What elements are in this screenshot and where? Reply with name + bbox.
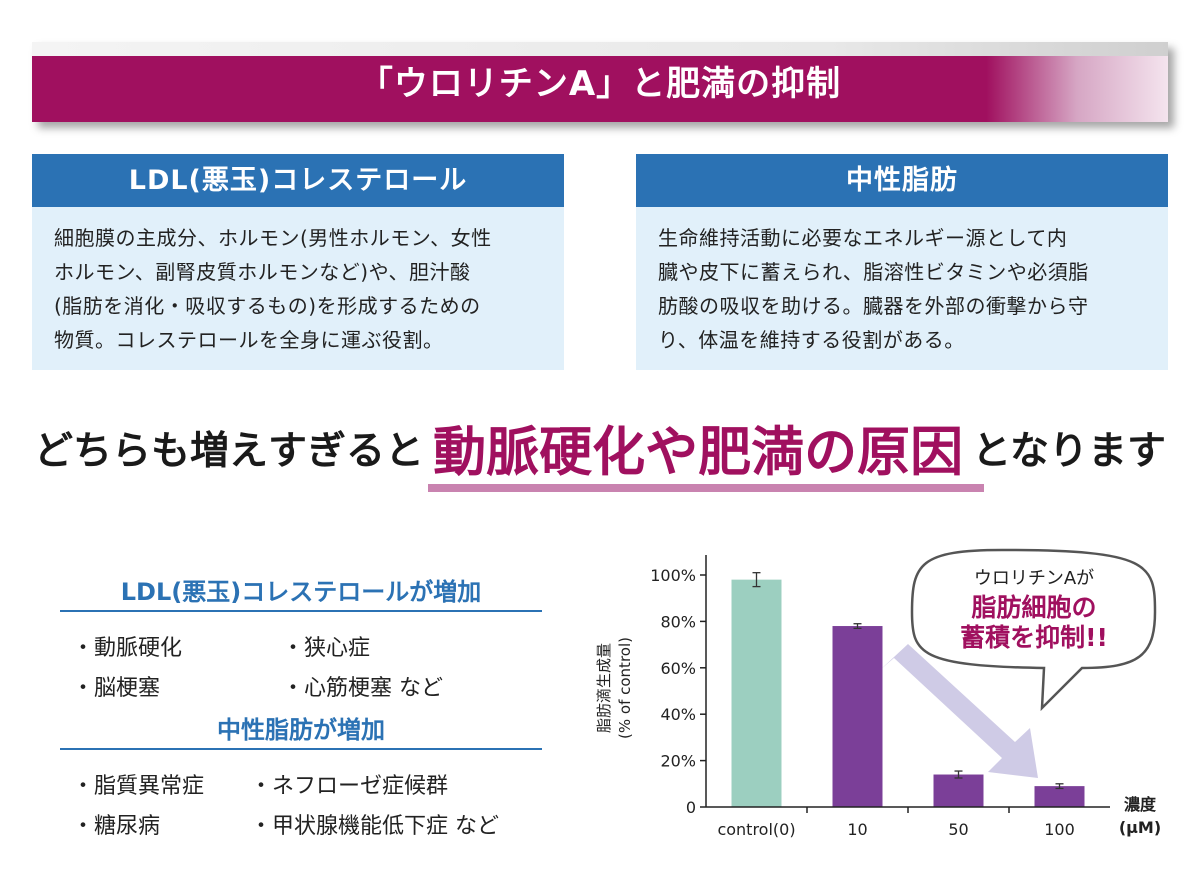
callout-line1: ウロリチンAが [974,568,1094,589]
bar [933,774,984,807]
ldl-box-line: (脂肪を消化・吸収するもの)を形成するための [54,294,481,318]
bar [832,626,883,807]
x-tick-label: 50 [948,820,968,839]
list-item: ・脳梗塞 [72,676,161,701]
x-axis-label-line2: (μM) [1119,818,1161,837]
x-axis: control(0) 10 50 100 [706,806,1110,839]
headline-underline [428,484,984,492]
list-item: ・狭心症 [282,636,371,661]
triglyceride-box-line: 肪酸の吸収を助ける。臓器を外部の衝撃から守 [658,294,1089,318]
callout-line2: 脂肪細胞の [971,593,1096,622]
triglyceride-box-line: 臓や皮下に蓄えられ、脂溶性ビタミンや必須脂 [658,260,1089,284]
triglyceride-box-line: り、体温を維持する役割がある。 [658,328,965,352]
bar [731,579,782,807]
ldl-increase-title: LDL(悪玉)コレステロールが増加 [120,578,482,606]
ldl-section-rule [60,610,542,612]
ldl-info-box: LDL(悪玉)コレステロール 細胞膜の主成分、ホルモン(男性ホルモン、女性 ホル… [32,154,564,370]
y-tick-label: 20% [660,752,696,771]
list-item: ・ネフローゼ症候群 [250,774,449,799]
triglyceride-increase-title: 中性脂肪が増加 [217,716,385,744]
ldl-box-heading: LDL(悪玉)コレステロール [32,154,564,207]
ldl-box-line: 物質。コレステロールを全身に運ぶ役割。 [54,328,444,352]
banner-title: 「ウロリチンA」と肥満の抑制 [358,64,842,104]
triglyceride-info-box: 中性脂肪 生命維持活動に必要なエネルギー源として内 臓や皮下に蓄えられ、脂溶性ビ… [636,154,1168,370]
headline-emphasis: 動脈硬化や肥満の原因 [433,422,964,483]
x-axis-label-line1: 濃度 [1124,795,1157,814]
list-item: ・動脈硬化 [72,636,183,661]
headline: どちらも増えすぎると 動脈硬化や肥満の原因 となります [0,410,1200,490]
y-axis-label-line1: 脂肪滴生成量 [595,643,613,733]
list-item: ・糖尿病 [72,814,161,839]
headline-before: どちらも増えすぎると [33,429,424,474]
list-item: ・脂質異常症 [72,774,205,799]
headline-after: となります [972,429,1167,474]
y-tick-label: 80% [660,612,696,631]
triglyceride-box-line: 生命維持活動に必要なエネルギー源として内 [658,226,1068,250]
x-tick-label: 10 [847,820,867,839]
y-axis-label-line2: (% of control) [616,637,634,739]
y-axis: 0 20% 40% 60% 80% 100% [650,555,707,817]
triglyceride-box-text: 生命維持活動に必要なエネルギー源として内 臓や皮下に蓄えられ、脂溶性ビタミンや必… [636,207,1168,357]
list-item: ・甲状腺機能低下症 など [250,814,499,839]
fat-droplet-chart: 0 20% 40% 60% 80% 100% control(0) 10 50 100 脂肪滴生… [595,548,1161,839]
ldl-box-line: ホルモン、副腎皮質ホルモンなど)や、胆汁酸 [54,260,471,284]
bar [1034,786,1085,807]
title-banner: 「ウロリチンA」と肥満の抑制 [32,42,1168,122]
y-tick-label: 0 [686,798,696,817]
bars-group [731,572,1085,807]
triglyceride-section-rule [60,748,542,750]
y-tick-label: 40% [660,705,696,724]
decrease-arrow [880,644,1038,778]
triglyceride-box-heading: 中性脂肪 [636,154,1168,207]
list-item: ・心筋梗塞 など [282,676,443,701]
x-tick-label: 100 [1044,820,1075,839]
callout-line3: 蓄積を抑制!! [960,623,1108,652]
y-tick-label: 60% [660,659,696,678]
y-tick-label: 100% [650,566,696,585]
banner-stripe [32,42,1168,56]
ldl-box-text: 細胞膜の主成分、ホルモン(男性ホルモン、女性 ホルモン、副腎皮質ホルモンなど)や… [32,207,564,357]
callout-bubble [910,548,1157,712]
x-tick-label: control(0) [717,820,795,839]
ldl-box-line: 細胞膜の主成分、ホルモン(男性ホルモン、女性 [54,226,492,250]
